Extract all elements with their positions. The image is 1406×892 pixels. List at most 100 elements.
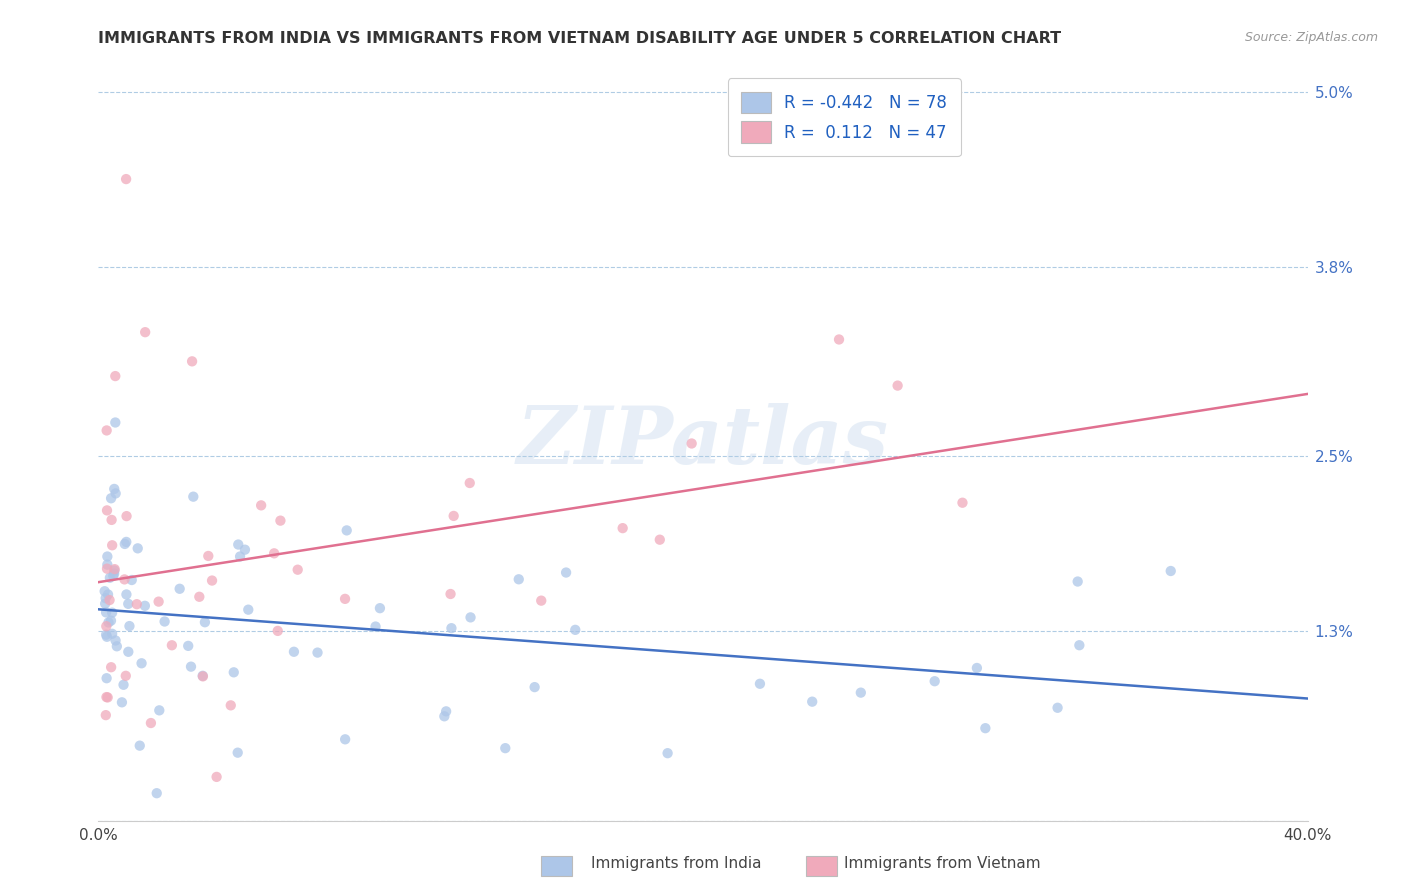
Point (97, 690, 120, 705)
Point (103, 482, 125, 496)
Point (111, 695, 134, 709)
Point (267, 624, 290, 638)
Point (100, 491, 122, 506)
Legend: R = -0.442   N = 78, R =  0.112   N = 47: R = -0.442 N = 78, R = 0.112 N = 47 (728, 78, 960, 156)
Point (443, 508, 465, 523)
Point (97, 587, 120, 601)
Point (153, 615, 176, 629)
Point (104, 416, 127, 430)
Point (96, 619, 118, 633)
Point (115, 509, 138, 524)
Point (219, 698, 242, 713)
Point (128, 739, 150, 753)
Point (191, 669, 214, 683)
Point (103, 566, 125, 581)
Point (117, 597, 139, 611)
Text: IMMIGRANTS FROM INDIA VS IMMIGRANTS FROM VIETNAM DISABILITY AGE UNDER 5 CORRELAT: IMMIGRANTS FROM INDIA VS IMMIGRANTS FROM… (98, 31, 1062, 46)
Point (222, 665, 245, 680)
Point (96, 630, 118, 644)
Point (94, 591, 117, 606)
Point (96, 424, 118, 438)
Point (368, 601, 391, 615)
Point (114, 669, 136, 683)
Point (530, 593, 553, 607)
Text: Source: ZipAtlas.com: Source: ZipAtlas.com (1244, 31, 1378, 45)
Point (115, 172, 138, 186)
Point (145, 786, 167, 800)
Point (148, 594, 170, 608)
Point (131, 657, 153, 671)
Point (1160, 564, 1182, 578)
Point (169, 582, 191, 596)
Point (1069, 638, 1091, 652)
Point (97, 615, 120, 630)
Point (100, 614, 122, 628)
Point (612, 521, 634, 535)
Point (103, 569, 125, 583)
Point (952, 496, 974, 510)
Point (188, 590, 211, 604)
Point (229, 549, 252, 564)
Point (96, 562, 118, 576)
Point (238, 602, 260, 616)
Point (101, 627, 124, 641)
Point (439, 587, 461, 601)
Point (197, 549, 219, 563)
Point (96, 558, 118, 572)
Point (118, 619, 141, 633)
Point (1066, 574, 1088, 589)
Point (1046, 700, 1069, 714)
Text: ZIPatlas: ZIPatlas (517, 403, 889, 480)
Point (94, 708, 117, 723)
Point (458, 475, 481, 490)
Point (508, 572, 530, 586)
Text: Immigrants from India: Immigrants from India (591, 856, 761, 871)
Point (974, 721, 997, 735)
Point (657, 746, 679, 760)
Point (364, 619, 387, 633)
Point (201, 574, 224, 588)
Text: Immigrants from Vietnam: Immigrants from Vietnam (844, 856, 1040, 871)
Point (125, 597, 148, 611)
Point (101, 606, 124, 620)
Point (440, 621, 463, 635)
Point (114, 537, 136, 551)
Point (115, 587, 138, 601)
Point (160, 638, 183, 652)
Point (100, 660, 122, 674)
Point (96, 690, 118, 704)
Point (100, 513, 122, 527)
Point (269, 514, 291, 528)
Point (233, 542, 256, 557)
Point (433, 709, 456, 723)
Point (103, 564, 125, 578)
Point (828, 333, 851, 347)
Point (98, 593, 121, 607)
Point (181, 354, 204, 368)
Point (94, 628, 117, 642)
Point (180, 659, 202, 673)
Point (104, 369, 127, 384)
Point (139, 716, 162, 731)
Point (114, 573, 136, 587)
Point (96, 549, 118, 564)
Point (93, 584, 115, 599)
Point (121, 573, 143, 587)
Point (287, 563, 309, 577)
Point (117, 645, 139, 659)
Point (886, 378, 908, 392)
Point (523, 680, 546, 694)
Point (434, 704, 457, 718)
Point (205, 770, 228, 784)
Point (104, 562, 127, 576)
Point (96, 503, 118, 517)
Point (460, 610, 482, 624)
Point (115, 535, 138, 549)
Point (177, 639, 200, 653)
Point (96, 671, 118, 685)
Point (333, 591, 356, 606)
Point (250, 499, 273, 513)
Point (226, 537, 249, 551)
Point (104, 486, 127, 500)
Point (966, 661, 988, 675)
